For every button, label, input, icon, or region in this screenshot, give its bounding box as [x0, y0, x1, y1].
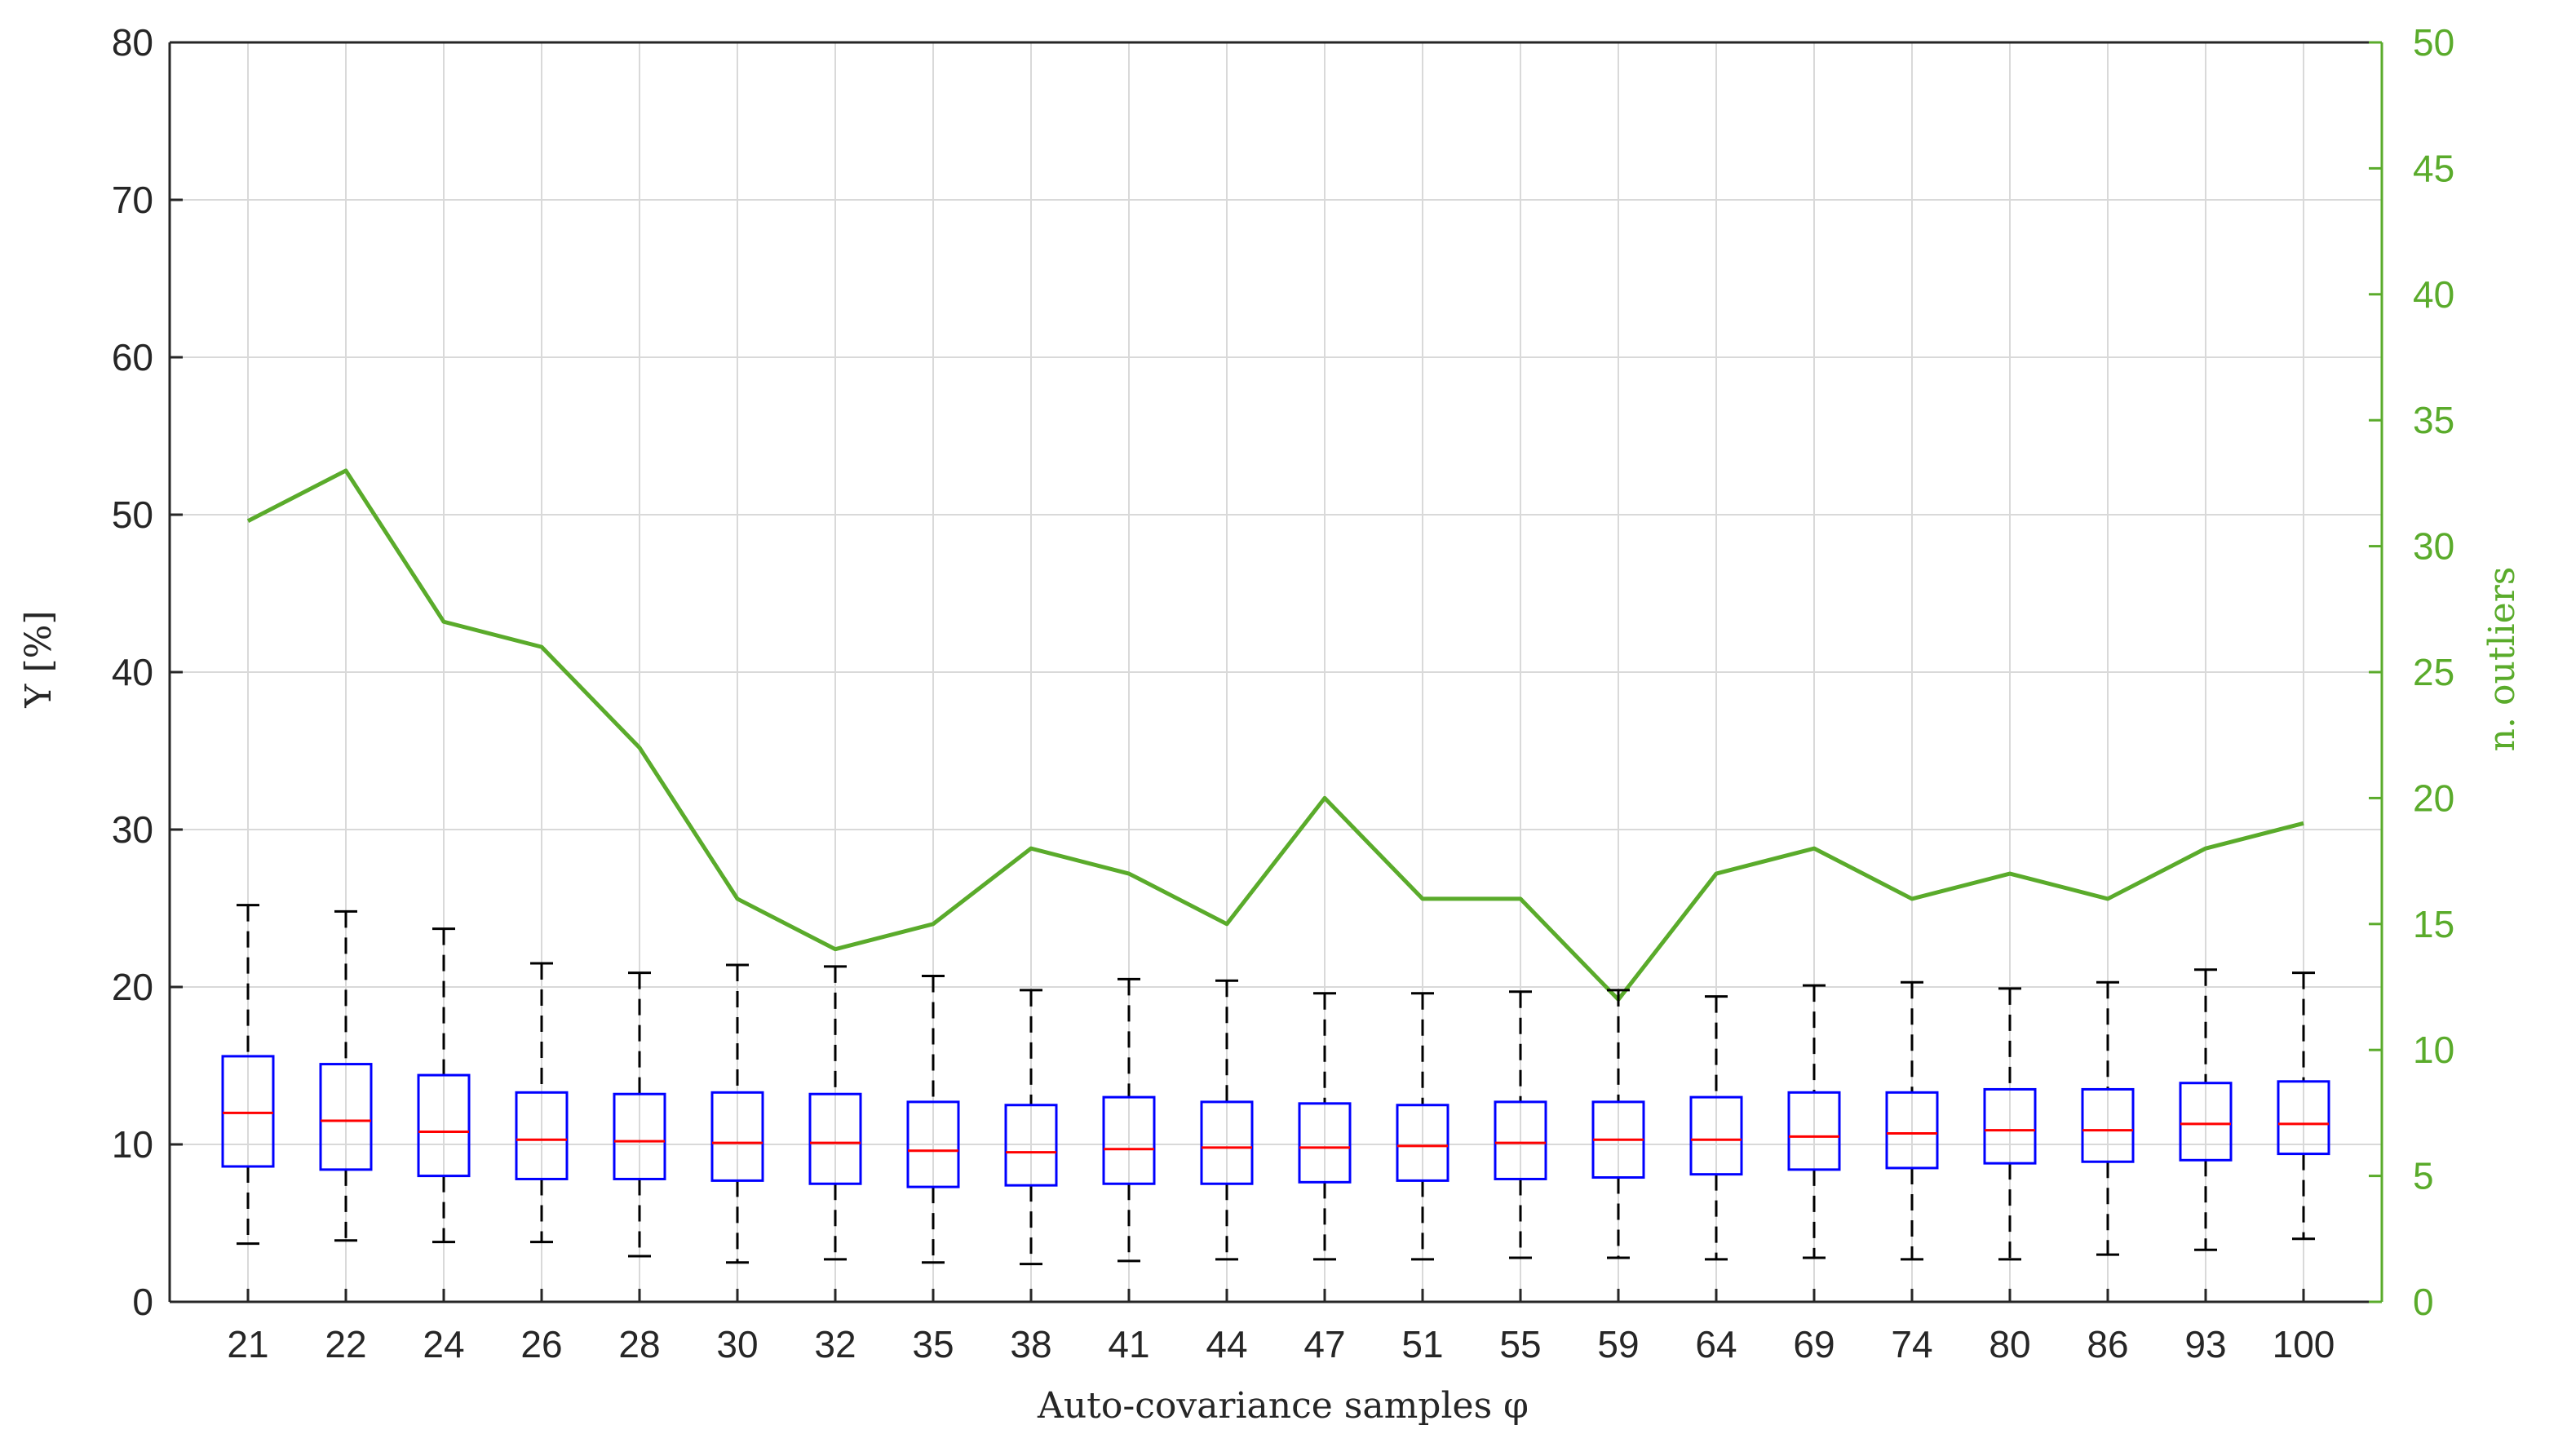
box-iqr [1983, 1087, 2037, 1165]
box-iqr [1102, 1095, 1156, 1185]
y-right-tick-label: 25 [2413, 651, 2454, 693]
y-right-tick-label: 15 [2413, 903, 2454, 945]
box-iqr [906, 1100, 960, 1188]
box-44 [1200, 979, 1254, 1261]
y-tick-label: 60 [112, 336, 153, 378]
x-tick-label: 86 [2087, 1323, 2128, 1365]
box-iqr [1004, 1104, 1058, 1187]
x-tick-label: 55 [1499, 1323, 1541, 1365]
x-tick-label: 74 [1891, 1323, 1932, 1365]
y-right-tick-label: 20 [2413, 777, 2454, 819]
y-tick-label: 0 [132, 1281, 153, 1323]
box-51 [1396, 992, 1449, 1261]
x-tick-label: 22 [325, 1323, 366, 1365]
box-59 [1591, 989, 1645, 1259]
box-21 [221, 904, 275, 1246]
y-axis-label: Y [%] [18, 610, 60, 708]
x-tick-label: 64 [1695, 1323, 1737, 1365]
x-tick-label: 26 [520, 1323, 562, 1365]
grid-lines [170, 42, 2382, 1302]
y-tick-label: 50 [112, 493, 153, 536]
box-35 [906, 974, 960, 1264]
x-tick-label: 38 [1010, 1323, 1051, 1365]
box-38 [1004, 989, 1058, 1266]
x-tick-label: 35 [912, 1323, 954, 1365]
box-iqr [515, 1091, 569, 1180]
x-tick-label: 41 [1108, 1323, 1149, 1365]
x-tick-label: 100 [2273, 1323, 2335, 1365]
y-right-tick-label: 0 [2413, 1281, 2434, 1323]
box-iqr [1200, 1100, 1254, 1185]
box-86 [2081, 980, 2135, 1256]
box-22 [319, 909, 373, 1242]
box-30 [710, 963, 764, 1264]
y-right-tick-label: 40 [2413, 273, 2454, 316]
x-tick-label: 69 [1793, 1323, 1835, 1365]
y-tick-label: 10 [112, 1123, 153, 1166]
box-iqr [1787, 1091, 1841, 1171]
box-iqr [1396, 1104, 1449, 1182]
x-tick-label: 93 [2184, 1323, 2226, 1365]
box-iqr [2081, 1087, 2135, 1163]
outliers-series [246, 468, 2304, 1002]
box-iqr [319, 1063, 373, 1171]
box-26 [515, 962, 569, 1244]
x-tick-label: 59 [1597, 1323, 1639, 1365]
box-100 [2277, 971, 2330, 1241]
box-24 [417, 927, 471, 1244]
y-right-tick-label: 50 [2413, 21, 2454, 64]
box-plots [221, 904, 2330, 1266]
box-iqr [1689, 1095, 1743, 1176]
x-tick-label: 21 [227, 1323, 268, 1365]
box-47 [1298, 992, 1352, 1261]
box-80 [1983, 987, 2037, 1261]
y-tick-label: 20 [112, 966, 153, 1008]
y-tick-label: 70 [112, 179, 153, 221]
y-tick-label: 80 [112, 21, 153, 64]
box-iqr [2277, 1080, 2330, 1156]
box-iqr [221, 1055, 275, 1168]
box-iqr [1885, 1091, 1939, 1170]
box-93 [2179, 968, 2233, 1251]
x-tick-label: 32 [814, 1323, 856, 1365]
y-tick-label: 40 [112, 651, 153, 693]
y-right-tick-label: 5 [2413, 1155, 2434, 1197]
y-right-tick-label: 35 [2413, 399, 2454, 441]
tick-labels: 0 10 20 30 40 50 60 70 80 0 5 10 15 20 25 30 35 40 45 50 21 2… [112, 21, 2454, 1365]
x-tick-label: 51 [1401, 1323, 1443, 1365]
box-iqr [808, 1092, 862, 1185]
x-tick-label: 80 [1989, 1323, 2030, 1365]
box-iqr [613, 1092, 666, 1180]
x-tick-label: 30 [716, 1323, 758, 1365]
y-right-tick-label: 45 [2413, 147, 2454, 189]
box-74 [1885, 980, 1939, 1261]
box-iqr [1494, 1100, 1547, 1180]
box-iqr [1298, 1102, 1352, 1184]
y-right-tick-label: 10 [2413, 1029, 2454, 1071]
box-69 [1787, 984, 1841, 1259]
y-tick-label: 30 [112, 808, 153, 851]
box-iqr [710, 1091, 764, 1182]
box-iqr [417, 1073, 471, 1178]
box-64 [1689, 995, 1743, 1261]
box-iqr [2179, 1082, 2233, 1162]
outliers-line [246, 468, 2304, 1002]
box-32 [808, 965, 862, 1261]
x-axis-label: Auto-covariance samples φ [1037, 1385, 1529, 1427]
x-tick-label: 44 [1206, 1323, 1247, 1365]
y-right-tick-label: 30 [2413, 525, 2454, 568]
box-28 [613, 971, 666, 1258]
y-right-axis-label: n. outliers [2481, 567, 2523, 752]
box-41 [1102, 977, 1156, 1263]
x-tick-label: 24 [423, 1323, 464, 1365]
x-tick-label: 28 [618, 1323, 660, 1365]
x-tick-label: 47 [1303, 1323, 1345, 1365]
box-55 [1494, 990, 1547, 1259]
